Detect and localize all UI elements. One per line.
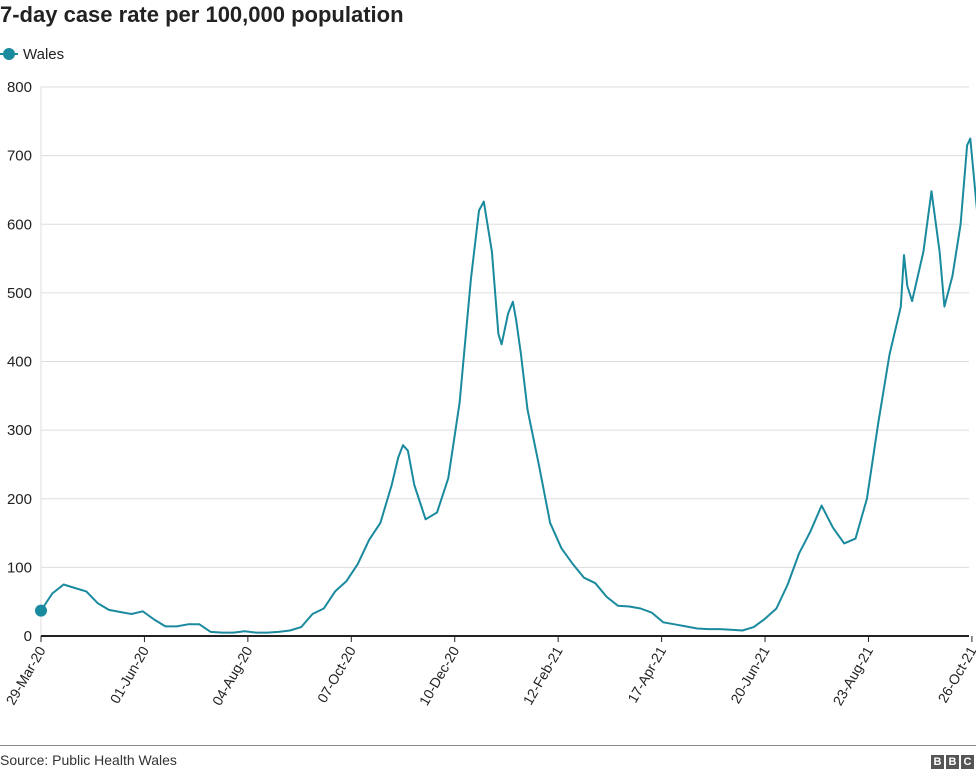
chart-title: 7-day case rate per 100,000 population [0,2,404,27]
legend-label-wales: Wales [23,45,65,63]
footer-divider [0,745,976,746]
y-tick-label: 400 [7,354,32,371]
line-chart: 0 100 200 300 400 500 600 700 800 29-Mar-20 01-Jun… [2,79,976,708]
y-tick-label: 100 [7,559,32,576]
x-tick-label: 12-Feb-21 [520,643,566,707]
y-tick-label: 500 [7,285,32,302]
y-tick-label: 300 [7,422,32,439]
y-tick-label: 0 [24,628,32,645]
bbc-logo-letter: B [946,755,959,769]
y-tick-label: 800 [7,79,32,96]
x-tick-label: 01-Jun-20 [107,643,152,706]
legend: Wales [0,44,64,64]
series-line-wales [40,137,976,634]
source-note: Source: Public Health Wales [0,752,177,768]
y-tick-label: 200 [7,491,32,508]
x-tick-label: 20-Jun-21 [727,643,772,706]
x-tick-label: 04-Aug-20 [209,643,256,708]
bbc-logo-letter: B [931,755,944,769]
x-tick-label: 29-Mar-20 [2,643,48,707]
y-tick-label: 700 [7,148,32,165]
bbc-logo-letter: C [961,755,974,769]
x-tick-label: 23-Aug-21 [830,643,877,708]
x-tick-label: 26-Oct-21 [935,643,976,705]
x-tick-label: 10-Dec-20 [416,643,463,708]
y-tick-label: 600 [7,216,32,233]
legend-marker-icon [0,47,18,61]
bbc-logo: B B C [931,755,974,769]
series-start-point [35,604,47,617]
x-tick-label: 07-Oct-20 [314,643,359,705]
x-tick-label: 17-Apr-21 [624,643,669,705]
